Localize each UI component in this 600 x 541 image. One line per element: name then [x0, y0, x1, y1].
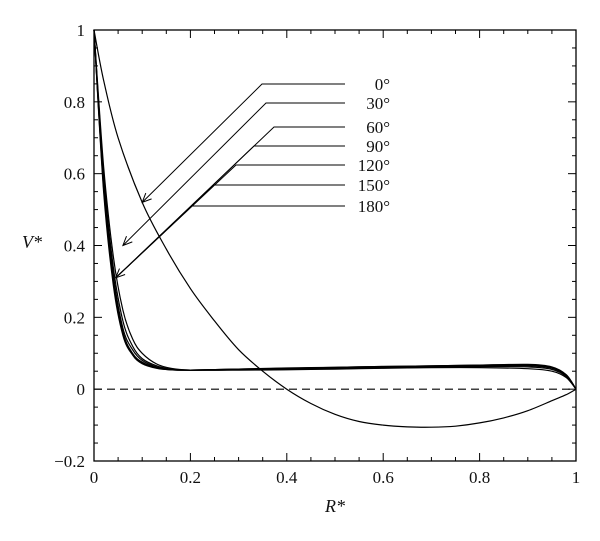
legend-leader-line [115, 145, 345, 279]
legend-entry-label: 30° [366, 94, 390, 113]
y-axis-title: V* [22, 232, 42, 252]
legend-arrow-head [122, 236, 133, 247]
y-tick-label: 0.2 [64, 308, 85, 327]
x-tick-label: 0.2 [180, 468, 201, 487]
legend-leader-line [115, 205, 345, 279]
x-tick-label: 0.4 [276, 468, 298, 487]
y-tick-label: 1 [77, 21, 86, 40]
y-tick-label: 0.8 [64, 93, 85, 112]
y-tick-label: 0 [77, 380, 86, 399]
x-axis-title: R* [324, 496, 345, 516]
legend-arrow-head [141, 192, 152, 204]
series-line-6 [93, 29, 577, 390]
y-tick-label: 0.6 [64, 165, 85, 184]
legend-leader-line [122, 102, 345, 246]
legend-entry-label: 0° [375, 75, 390, 94]
legend-leader-line [115, 164, 345, 279]
legend-entry-label: 120° [358, 156, 390, 175]
legend-entry-label: 60° [366, 118, 390, 137]
legend-entry-label: 180° [358, 197, 390, 216]
x-tick-label: 0.8 [469, 468, 490, 487]
legend-leader-line [115, 184, 345, 279]
legend-leader-line [141, 83, 345, 203]
y-tick-label: 0.4 [64, 237, 86, 256]
x-tick-label: 1 [572, 468, 581, 487]
legend-entry-label: 90° [366, 137, 390, 156]
y-tick-label: −0.2 [54, 452, 85, 471]
legend-entry-label: 150° [358, 176, 390, 195]
x-tick-label: 0 [90, 468, 99, 487]
series-line-0 [93, 29, 577, 428]
legend-leader-line [115, 126, 345, 279]
plot-frame [93, 29, 577, 462]
x-tick-label: 0.6 [373, 468, 394, 487]
